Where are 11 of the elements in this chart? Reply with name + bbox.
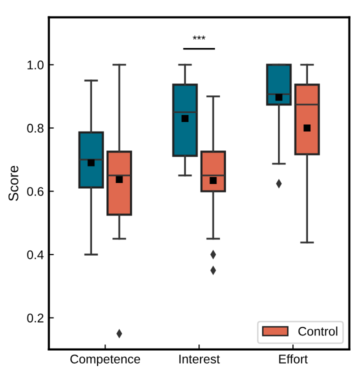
annotation: *** — [192, 36, 206, 40]
y-tick-label: 0.8 — [27, 124, 44, 133]
x-tick-label: Competence — [70, 354, 140, 366]
y-tick-label: 1.0 — [28, 60, 44, 70]
x-tick-label: Effort — [279, 354, 308, 364]
legend-label: Control — [298, 326, 338, 336]
y-axis-title: Score — [8, 166, 18, 201]
x-tick-label: Interest — [179, 354, 220, 364]
y-tick-label: 0.2 — [27, 314, 44, 322]
y-tick-label: 0.4 — [27, 250, 44, 260]
y-tick-label: 0.6 — [27, 187, 44, 196]
